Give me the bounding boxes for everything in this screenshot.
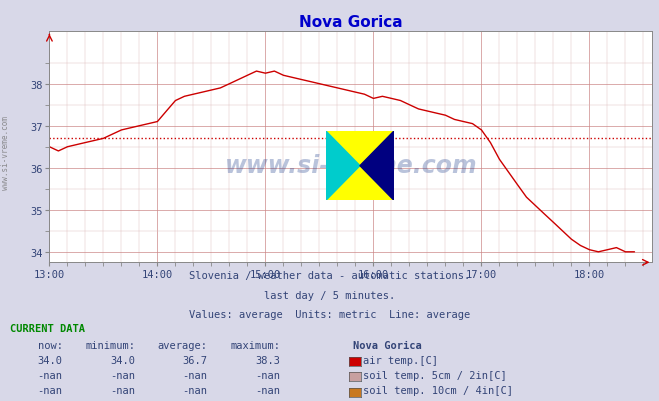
- Text: air temp.[C]: air temp.[C]: [363, 355, 438, 365]
- Text: CURRENT DATA: CURRENT DATA: [10, 323, 85, 333]
- Text: 36.7: 36.7: [183, 355, 208, 365]
- Title: Nova Gorica: Nova Gorica: [299, 14, 403, 30]
- Text: average:: average:: [158, 340, 208, 350]
- Text: www.si-vreme.com: www.si-vreme.com: [1, 115, 10, 189]
- Text: soil temp. 5cm / 2in[C]: soil temp. 5cm / 2in[C]: [363, 370, 507, 380]
- Text: minimum:: minimum:: [85, 340, 135, 350]
- Text: -nan: -nan: [255, 370, 280, 380]
- Text: 38.3: 38.3: [255, 355, 280, 365]
- Text: maximum:: maximum:: [230, 340, 280, 350]
- Text: last day / 5 minutes.: last day / 5 minutes.: [264, 290, 395, 300]
- Text: Nova Gorica: Nova Gorica: [353, 340, 421, 350]
- Text: now:: now:: [38, 340, 63, 350]
- Text: -nan: -nan: [183, 385, 208, 395]
- Text: Values: average  Units: metric  Line: average: Values: average Units: metric Line: aver…: [189, 309, 470, 319]
- Text: -nan: -nan: [255, 385, 280, 395]
- Text: -nan: -nan: [183, 370, 208, 380]
- Text: -nan: -nan: [110, 385, 135, 395]
- Text: -nan: -nan: [38, 385, 63, 395]
- Text: www.si-vreme.com: www.si-vreme.com: [225, 154, 477, 178]
- Text: 34.0: 34.0: [38, 355, 63, 365]
- Text: -nan: -nan: [38, 370, 63, 380]
- Text: 34.0: 34.0: [110, 355, 135, 365]
- Text: Slovenia / weather data - automatic stations.: Slovenia / weather data - automatic stat…: [189, 271, 470, 281]
- Text: soil temp. 10cm / 4in[C]: soil temp. 10cm / 4in[C]: [363, 385, 513, 395]
- Text: -nan: -nan: [110, 370, 135, 380]
